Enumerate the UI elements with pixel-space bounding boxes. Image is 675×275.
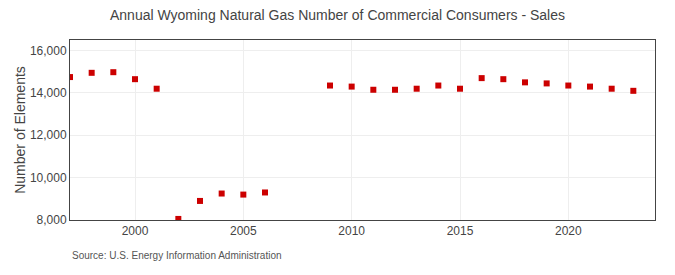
svg-text:14,000: 14,000: [30, 86, 67, 100]
svg-text:2010: 2010: [338, 224, 365, 238]
svg-text:Number of Elements: Number of Elements: [12, 66, 28, 194]
svg-text:Annual Wyoming Natural Gas Num: Annual Wyoming Natural Gas Number of Com…: [110, 7, 565, 23]
svg-text:2015: 2015: [447, 224, 474, 238]
svg-text:Source: U.S. Energy Informatio: Source: U.S. Energy Information Administ…: [72, 250, 282, 261]
svg-text:12,000: 12,000: [30, 128, 67, 142]
svg-text:2000: 2000: [122, 224, 149, 238]
svg-text:2020: 2020: [555, 224, 582, 238]
svg-text:10,000: 10,000: [30, 171, 67, 185]
svg-text:2005: 2005: [230, 224, 257, 238]
svg-text:8,000: 8,000: [37, 213, 67, 227]
svg-text:16,000: 16,000: [30, 44, 67, 58]
